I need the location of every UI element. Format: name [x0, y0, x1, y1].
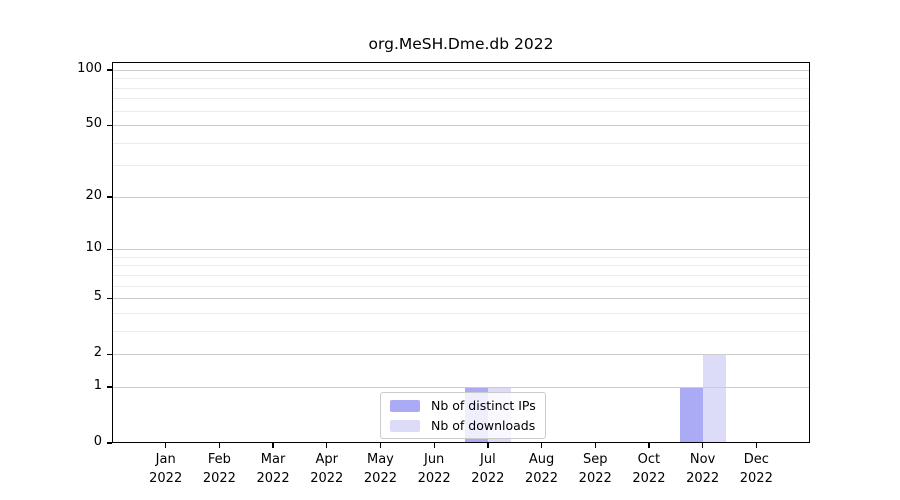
- x-tick-mark: [755, 443, 757, 448]
- x-tick-label: Jun 2022: [417, 452, 451, 486]
- x-tick-label: Sep 2022: [578, 452, 612, 486]
- x-tick-label: Feb 2022: [202, 452, 236, 486]
- y-tick-label: 50: [85, 116, 102, 132]
- minor-gridline: [112, 285, 810, 287]
- minor-gridline: [112, 98, 810, 100]
- minor-gridline: [112, 110, 810, 112]
- minor-gridline: [112, 78, 810, 80]
- x-tick-label: Apr 2022: [310, 452, 344, 486]
- y-tick-label: 1: [93, 377, 102, 393]
- major-gridline: [112, 298, 810, 300]
- x-tick-mark: [594, 443, 596, 448]
- y-tick-mark: [107, 386, 112, 388]
- x-tick-label: Oct 2022: [632, 452, 666, 486]
- x-tick-mark: [433, 443, 435, 448]
- minor-gridline: [112, 87, 810, 89]
- legend-label-downloads: Nb of downloads: [431, 418, 536, 433]
- x-tick-mark: [218, 443, 221, 448]
- minor-gridline: [112, 256, 810, 258]
- y-tick-mark: [107, 196, 112, 198]
- x-tick-mark: [326, 443, 328, 448]
- y-tick-label: 100: [77, 60, 102, 76]
- y-tick-mark: [107, 69, 112, 71]
- x-tick-label: Nov 2022: [686, 452, 720, 486]
- minor-gridline: [112, 274, 810, 276]
- x-tick-mark: [648, 443, 650, 448]
- legend-item-downloads: Nb of downloads: [390, 418, 536, 433]
- x-tick-label: Dec 2022: [739, 452, 773, 486]
- minor-gridline: [112, 165, 810, 167]
- chart-title: org.MeSH.Dme.db 2022: [368, 35, 554, 53]
- x-tick-mark: [379, 443, 382, 448]
- minor-gridline: [112, 265, 810, 267]
- x-tick-mark: [487, 443, 489, 448]
- y-tick-mark: [107, 442, 112, 444]
- legend-swatch-downloads: [390, 419, 420, 432]
- y-tick-label: 20: [85, 187, 102, 203]
- bar-downloads: [702, 354, 726, 443]
- y-tick-mark: [107, 124, 112, 126]
- x-tick-label: Mar 2022: [256, 452, 290, 486]
- legend-swatch-distinct-ips: [390, 399, 420, 412]
- minor-gridline: [112, 330, 810, 332]
- y-tick-label: 2: [93, 345, 102, 361]
- legend-label-distinct-ips: Nb of distinct IPs: [431, 398, 536, 413]
- x-tick-label: Jul 2022: [471, 452, 505, 486]
- major-gridline: [112, 125, 810, 127]
- major-gridline: [112, 386, 810, 388]
- x-tick-mark: [165, 443, 167, 448]
- y-tick-mark: [107, 297, 112, 299]
- y-tick-label: 0: [93, 434, 102, 449]
- major-gridline: [112, 249, 810, 251]
- legend: Nb of distinct IPs Nb of downloads: [380, 392, 546, 439]
- x-tick-label: May 2022: [363, 452, 397, 486]
- minor-gridline: [112, 142, 810, 144]
- x-tick-mark: [540, 443, 543, 448]
- y-tick-label: 5: [93, 289, 102, 305]
- minor-gridline: [112, 312, 810, 314]
- legend-item-distinct-ips: Nb of distinct IPs: [390, 398, 536, 413]
- y-tick-mark: [107, 353, 112, 355]
- x-tick-mark: [702, 443, 704, 448]
- y-tick-mark: [107, 248, 112, 250]
- major-gridline: [112, 69, 810, 71]
- x-tick-mark: [272, 443, 274, 448]
- y-tick-label: 10: [85, 240, 102, 256]
- x-tick-label: Aug 2022: [524, 452, 559, 486]
- x-tick-label: Jan 2022: [149, 452, 183, 486]
- major-gridline: [112, 196, 810, 198]
- major-gridline: [112, 354, 810, 356]
- bar-distinct-ips: [679, 386, 703, 443]
